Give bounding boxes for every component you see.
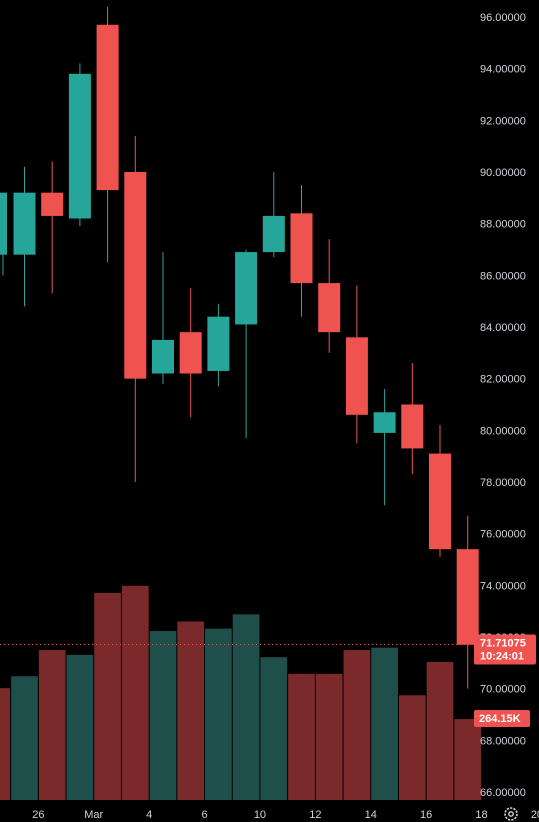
candle-body xyxy=(456,549,479,645)
volume-layer xyxy=(0,585,482,800)
last-volume-tag: 264.15K xyxy=(474,710,530,727)
y-tick-label: 70.00000 xyxy=(480,684,526,696)
volume-bar xyxy=(398,695,426,800)
x-tick-label: 10 xyxy=(254,809,266,821)
candle-body xyxy=(318,283,341,333)
last-price-value: 71.71075 xyxy=(480,637,526,649)
bar-countdown: 10:24:01 xyxy=(480,650,524,662)
y-tick-label: 84.00000 xyxy=(480,322,526,334)
y-tick-label: 76.00000 xyxy=(480,529,526,541)
gear-icon[interactable] xyxy=(504,807,518,821)
candle-body xyxy=(290,213,313,284)
y-tick-label: 96.00000 xyxy=(480,12,526,24)
volume-bar xyxy=(260,657,288,800)
time-axis[interactable]: 26 Mar 4 6 10 12 14 16 18 20 xyxy=(32,809,539,821)
x-tick-label: Mar xyxy=(84,809,103,821)
y-tick-label: 94.00000 xyxy=(480,64,526,76)
x-tick-label: 4 xyxy=(146,809,152,821)
candle-body xyxy=(179,332,202,374)
x-tick-label: 12 xyxy=(309,809,321,821)
last-volume-value: 264.15K xyxy=(479,713,521,725)
volume-bar xyxy=(121,585,149,800)
y-tick-label: 92.00000 xyxy=(480,115,526,127)
volume-bar xyxy=(94,592,121,800)
volume-bar xyxy=(232,614,260,800)
x-tick-label: 6 xyxy=(201,809,207,821)
x-tick-label: 18 xyxy=(475,809,487,821)
volume-bar xyxy=(454,719,482,800)
gear-icon-teeth xyxy=(504,807,518,821)
candle-body xyxy=(13,192,36,255)
volume-bar xyxy=(177,621,205,800)
candle-body xyxy=(235,252,258,325)
candle-body xyxy=(345,337,368,415)
y-tick-label: 68.00000 xyxy=(480,735,526,747)
y-tick-label: 66.00000 xyxy=(480,787,526,799)
y-tick-label: 74.00000 xyxy=(480,580,526,592)
y-tick-label: 90.00000 xyxy=(480,167,526,179)
x-tick-label: 20 xyxy=(531,809,539,821)
candle-body xyxy=(152,339,174,374)
y-tick-label: 82.00000 xyxy=(480,374,526,386)
volume-bar xyxy=(288,673,315,800)
x-tick-label: 26 xyxy=(32,809,44,821)
y-tick-label: 88.00000 xyxy=(480,219,526,231)
candle-body xyxy=(429,453,451,550)
volume-bar xyxy=(426,661,454,800)
candle-body xyxy=(373,412,396,433)
candle-body xyxy=(207,316,230,371)
y-tick-label: 86.00000 xyxy=(480,270,526,282)
volume-bar xyxy=(371,647,398,800)
volume-bar xyxy=(149,631,177,800)
price-axis[interactable]: 96.00000 94.00000 92.00000 90.00000 88.00000… xyxy=(480,12,526,799)
y-tick-label: 80.00000 xyxy=(480,425,526,437)
y-tick-label: 78.00000 xyxy=(480,477,526,489)
last-price-tag: 71.71075 10:24:01 xyxy=(474,634,536,665)
volume-bar xyxy=(205,628,232,800)
candle-body xyxy=(96,24,119,191)
candle-body xyxy=(0,192,7,255)
volume-bar xyxy=(315,673,343,800)
last-price-tag-background xyxy=(474,634,536,665)
volume-bar xyxy=(11,676,38,800)
candle-body xyxy=(262,215,285,253)
candle-body xyxy=(68,73,91,219)
candle-layer xyxy=(0,6,479,689)
candle-body xyxy=(124,172,147,379)
x-tick-label: 16 xyxy=(420,809,432,821)
last-volume-tag-background xyxy=(474,710,530,727)
gear-icon-hub xyxy=(508,811,514,817)
candle-body xyxy=(401,404,424,449)
volume-bar xyxy=(66,654,94,800)
volume-bar xyxy=(0,688,10,800)
candle-body xyxy=(41,192,64,216)
volume-bar xyxy=(38,650,66,800)
volume-bar xyxy=(343,650,371,800)
x-tick-label: 14 xyxy=(365,809,377,821)
